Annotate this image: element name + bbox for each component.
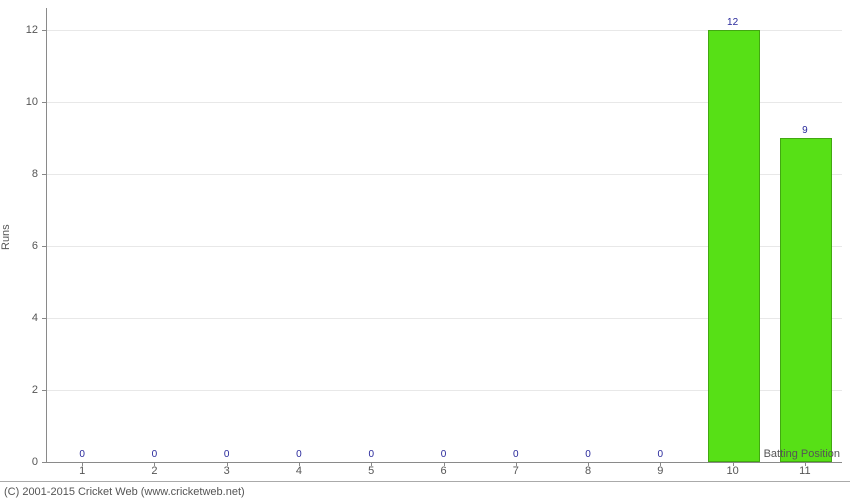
chart-bar [708,30,760,462]
y-tick-mark [42,102,46,103]
y-tick-mark [42,318,46,319]
y-tick-mark [42,174,46,175]
x-tick-label: 10 [713,466,753,477]
x-tick-label: 1 [62,466,102,477]
x-tick-label: 11 [785,466,825,477]
bar-value-label: 0 [356,450,386,460]
y-tick-label: 6 [0,241,38,252]
chart-container: Runs Batting Position (C) 2001-2015 Cric… [0,0,850,500]
bar-value-label: 0 [284,450,314,460]
bar-value-label: 0 [139,450,169,460]
y-tick-label: 10 [0,97,38,108]
x-tick-label: 6 [424,466,464,477]
plot-area [46,8,842,463]
y-tick-label: 2 [0,385,38,396]
bar-value-label: 9 [790,126,820,136]
y-tick-label: 0 [0,457,38,468]
chart-footer: (C) 2001-2015 Cricket Web (www.cricketwe… [0,481,850,500]
x-tick-label: 9 [640,466,680,477]
x-axis-title: Batting Position [764,448,840,460]
x-tick-label: 7 [496,466,536,477]
y-tick-label: 4 [0,313,38,324]
bar-value-label: 0 [573,450,603,460]
y-tick-mark [42,246,46,247]
bar-value-label: 0 [429,450,459,460]
y-tick-label: 12 [0,25,38,36]
x-tick-label: 4 [279,466,319,477]
chart-bar [780,138,832,462]
bar-value-label: 0 [212,450,242,460]
x-tick-label: 2 [134,466,174,477]
y-tick-mark [42,30,46,31]
bar-value-label: 0 [645,450,675,460]
y-tick-label: 8 [0,169,38,180]
x-tick-label: 5 [351,466,391,477]
x-tick-label: 8 [568,466,608,477]
bar-value-label: 0 [67,450,97,460]
y-tick-mark [42,390,46,391]
bar-value-label: 12 [718,18,748,28]
x-tick-label: 3 [207,466,247,477]
bar-value-label: 0 [501,450,531,460]
y-tick-mark [42,462,46,463]
footer-copyright: (C) 2001-2015 Cricket Web (www.cricketwe… [4,486,245,498]
